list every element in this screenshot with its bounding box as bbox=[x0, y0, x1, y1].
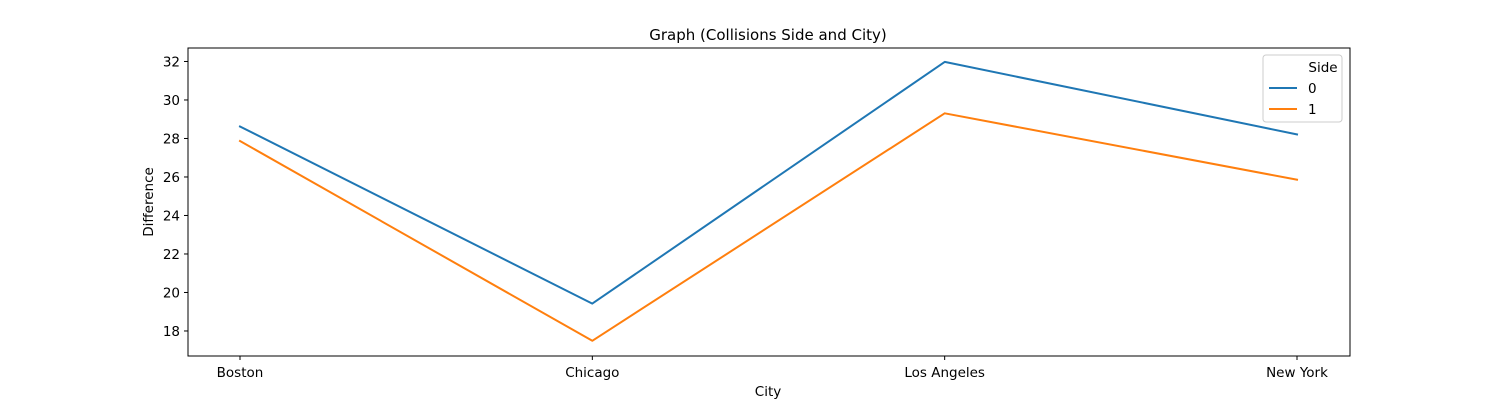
legend-title: Side bbox=[1308, 60, 1337, 76]
y-tick-label: 18 bbox=[163, 324, 180, 340]
x-tick-label: Los Angeles bbox=[904, 365, 985, 381]
series-line-1 bbox=[238, 112, 1299, 342]
y-tick-label: 32 bbox=[163, 54, 180, 70]
y-tick-label: 30 bbox=[163, 93, 180, 109]
x-tick-label: New York bbox=[1266, 365, 1328, 381]
legend-label: 1 bbox=[1308, 102, 1317, 118]
y-tick-label: 20 bbox=[163, 285, 180, 301]
y-tick-label: 26 bbox=[163, 170, 180, 186]
y-axis-label: Difference bbox=[141, 167, 157, 237]
x-axis: Boston Chicago Los Angeles New York bbox=[217, 356, 1328, 381]
x-axis-label: City bbox=[755, 384, 781, 400]
plot-frame bbox=[187, 47, 1351, 357]
x-tick-label: Boston bbox=[217, 365, 264, 381]
legend-label: 0 bbox=[1308, 81, 1317, 97]
legend-frame bbox=[1262, 54, 1343, 123]
legend-entries: 01 bbox=[1269, 81, 1317, 118]
chart-title: Graph (Collisions Side and City) bbox=[649, 26, 886, 44]
plot-area bbox=[187, 47, 1351, 357]
y-tick-label: 24 bbox=[163, 208, 180, 224]
y-axis: 18 20 22 24 26 28 30 32 bbox=[163, 54, 188, 340]
series-line-0 bbox=[238, 60, 1299, 305]
y-tick-label: 28 bbox=[163, 131, 180, 147]
legend: Side 01 bbox=[1262, 54, 1343, 123]
y-tick-label: 22 bbox=[163, 247, 180, 263]
series-layer bbox=[238, 60, 1299, 342]
x-tick-label: Chicago bbox=[565, 365, 619, 381]
